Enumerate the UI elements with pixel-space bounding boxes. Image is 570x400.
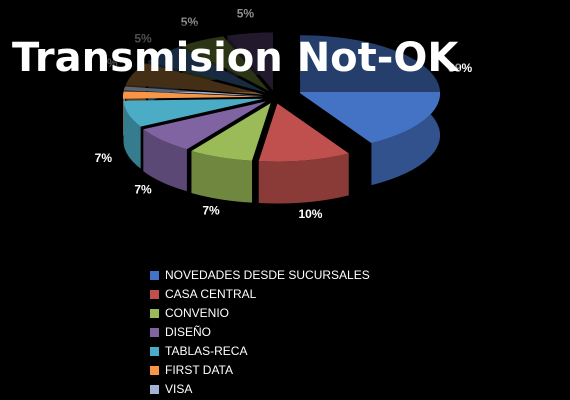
- pie-slice-side-2: [191, 150, 253, 203]
- legend-swatch: [150, 366, 159, 376]
- legend-label: VISA: [165, 382, 193, 396]
- legend: NOVEDADES DESDE SUCURSALES CASA CENTRAL CO…: [150, 266, 450, 399]
- pie-slice-side-4: [123, 100, 141, 169]
- pie-slice-6: [123, 86, 264, 97]
- legend-swatch: [150, 385, 159, 395]
- legend-label: FIRST DATA: [165, 363, 234, 377]
- legend-swatch: [150, 290, 159, 300]
- legend-swatch: [150, 347, 159, 357]
- pie-slice-3: [143, 101, 267, 150]
- legend-item: DISEÑO: [150, 323, 450, 342]
- pie-slice-9: [182, 36, 270, 92]
- pie-slice-1: [258, 103, 349, 162]
- pie-slice-0: [300, 35, 441, 144]
- legend-label: DISEÑO: [165, 325, 212, 339]
- chart-title: Transmision Not-OK: [0, 24, 460, 92]
- legend-swatch: [150, 309, 159, 319]
- pie-slice-label-0: 39%: [448, 61, 472, 75]
- pie-slice-label-7: 6%: [100, 56, 118, 70]
- legend-item: VISA: [150, 380, 450, 399]
- legend-item: CONVENIO: [150, 304, 450, 323]
- legend-label: NOVEDADES DESDE SUCURSALES: [165, 268, 370, 282]
- legend-swatch: [150, 271, 159, 281]
- pie-slice-8: [148, 47, 267, 93]
- pie-slice-side-3: [143, 129, 187, 192]
- legend-item: NOVEDADES DESDE SUCURSALES: [150, 266, 450, 285]
- pie-slice-side-1: [258, 153, 349, 204]
- pie-slice-label-1: 10%: [298, 207, 322, 221]
- pie-slice-label-9: 5%: [181, 15, 199, 29]
- legend-item: FIRST DATA: [150, 361, 450, 380]
- pie-slice-label-4: 7%: [95, 151, 113, 165]
- legend-label: CONVENIO: [165, 306, 230, 320]
- pie-slice-label-8: 5%: [134, 31, 152, 45]
- pie-slice-2: [191, 103, 271, 161]
- legend-label: TABLAS-RECA: [165, 344, 248, 358]
- pie-slice-10: [227, 32, 274, 91]
- pie-slice-label-10: 5%: [237, 6, 255, 20]
- legend-item: TABLAS-RECA: [150, 342, 450, 361]
- legend-label: CASA CENTRAL: [165, 287, 257, 301]
- legend-item: CASA CENTRAL: [150, 285, 450, 304]
- pie-slice-7: [125, 63, 264, 95]
- pie-slice-label-3: 7%: [134, 183, 152, 197]
- pie-slice-5: [123, 90, 264, 99]
- legend-swatch: [150, 328, 159, 338]
- pie-slice-4: [123, 98, 264, 127]
- pie-slice-label-2: 7%: [202, 203, 220, 217]
